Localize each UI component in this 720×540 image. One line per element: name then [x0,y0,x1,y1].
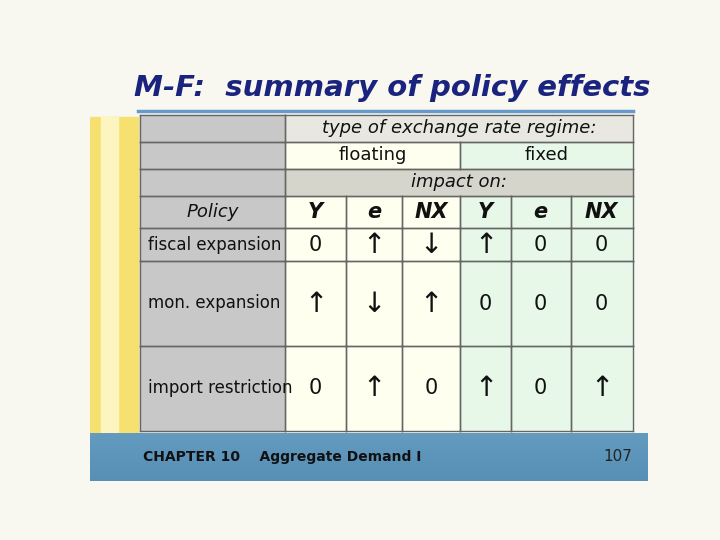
Bar [510,346,570,430]
Text: Policy: Policy [186,203,239,221]
Text: import restriction: import restriction [148,379,292,397]
Text: impact on:: impact on: [411,173,507,191]
Text: e: e [367,202,381,222]
Bar [402,346,461,430]
Text: 0: 0 [595,234,608,254]
Bar [285,115,632,142]
Bar [140,168,285,195]
Text: ↑: ↑ [474,231,498,259]
Bar [402,261,461,346]
Text: ↑: ↑ [420,289,443,318]
Text: 0: 0 [534,294,547,314]
Bar [570,195,632,228]
Text: M-F:  summary of policy effects: M-F: summary of policy effects [134,74,650,102]
Text: 0: 0 [309,234,322,254]
Text: 0: 0 [534,234,547,254]
Bar [402,195,461,228]
Bar [510,228,570,261]
Bar [90,117,138,433]
Bar [510,195,570,228]
Bar [461,261,510,346]
Text: e: e [534,202,548,222]
Text: ↓: ↓ [362,289,386,318]
Bar [461,195,510,228]
Text: ↑: ↑ [362,231,386,259]
Bar [285,228,346,261]
Text: type of exchange rate regime:: type of exchange rate regime: [322,119,596,137]
Text: ↑: ↑ [304,289,327,318]
Bar [140,195,285,228]
Bar [346,228,402,261]
Bar [346,195,402,228]
Text: 0: 0 [479,294,492,314]
Bar [346,261,402,346]
Bar [285,195,346,228]
Bar [461,142,632,168]
Bar [570,346,632,430]
Bar [285,168,632,195]
Text: fiscal expansion: fiscal expansion [148,235,282,254]
Text: ↓: ↓ [420,231,443,259]
Bar [402,228,461,261]
Text: ↑: ↑ [362,374,386,402]
Text: 0: 0 [309,378,322,398]
Text: ↑: ↑ [590,374,613,402]
Text: ↑: ↑ [474,374,498,402]
Text: 0: 0 [425,378,438,398]
Text: NX: NX [585,202,618,222]
Text: mon. expansion: mon. expansion [148,294,281,313]
Text: NX: NX [415,202,448,222]
Text: floating: floating [338,146,407,164]
Bar [285,142,461,168]
Bar [285,261,346,346]
Bar [510,261,570,346]
Text: fixed: fixed [524,146,569,164]
Text: 0: 0 [534,378,547,398]
Text: 0: 0 [595,294,608,314]
Bar [140,346,285,430]
Bar [346,346,402,430]
Bar [101,117,118,433]
Bar [140,115,285,142]
Text: Y: Y [308,202,323,222]
Bar [461,346,510,430]
Bar [461,228,510,261]
Text: CHAPTER 10    Aggregate Demand I: CHAPTER 10 Aggregate Demand I [143,450,421,464]
Bar [140,261,285,346]
Bar [140,228,285,261]
Bar [570,228,632,261]
Text: 107: 107 [603,449,632,464]
Bar [140,142,285,168]
Text: Y: Y [478,202,493,222]
Bar [285,346,346,430]
Bar [570,261,632,346]
